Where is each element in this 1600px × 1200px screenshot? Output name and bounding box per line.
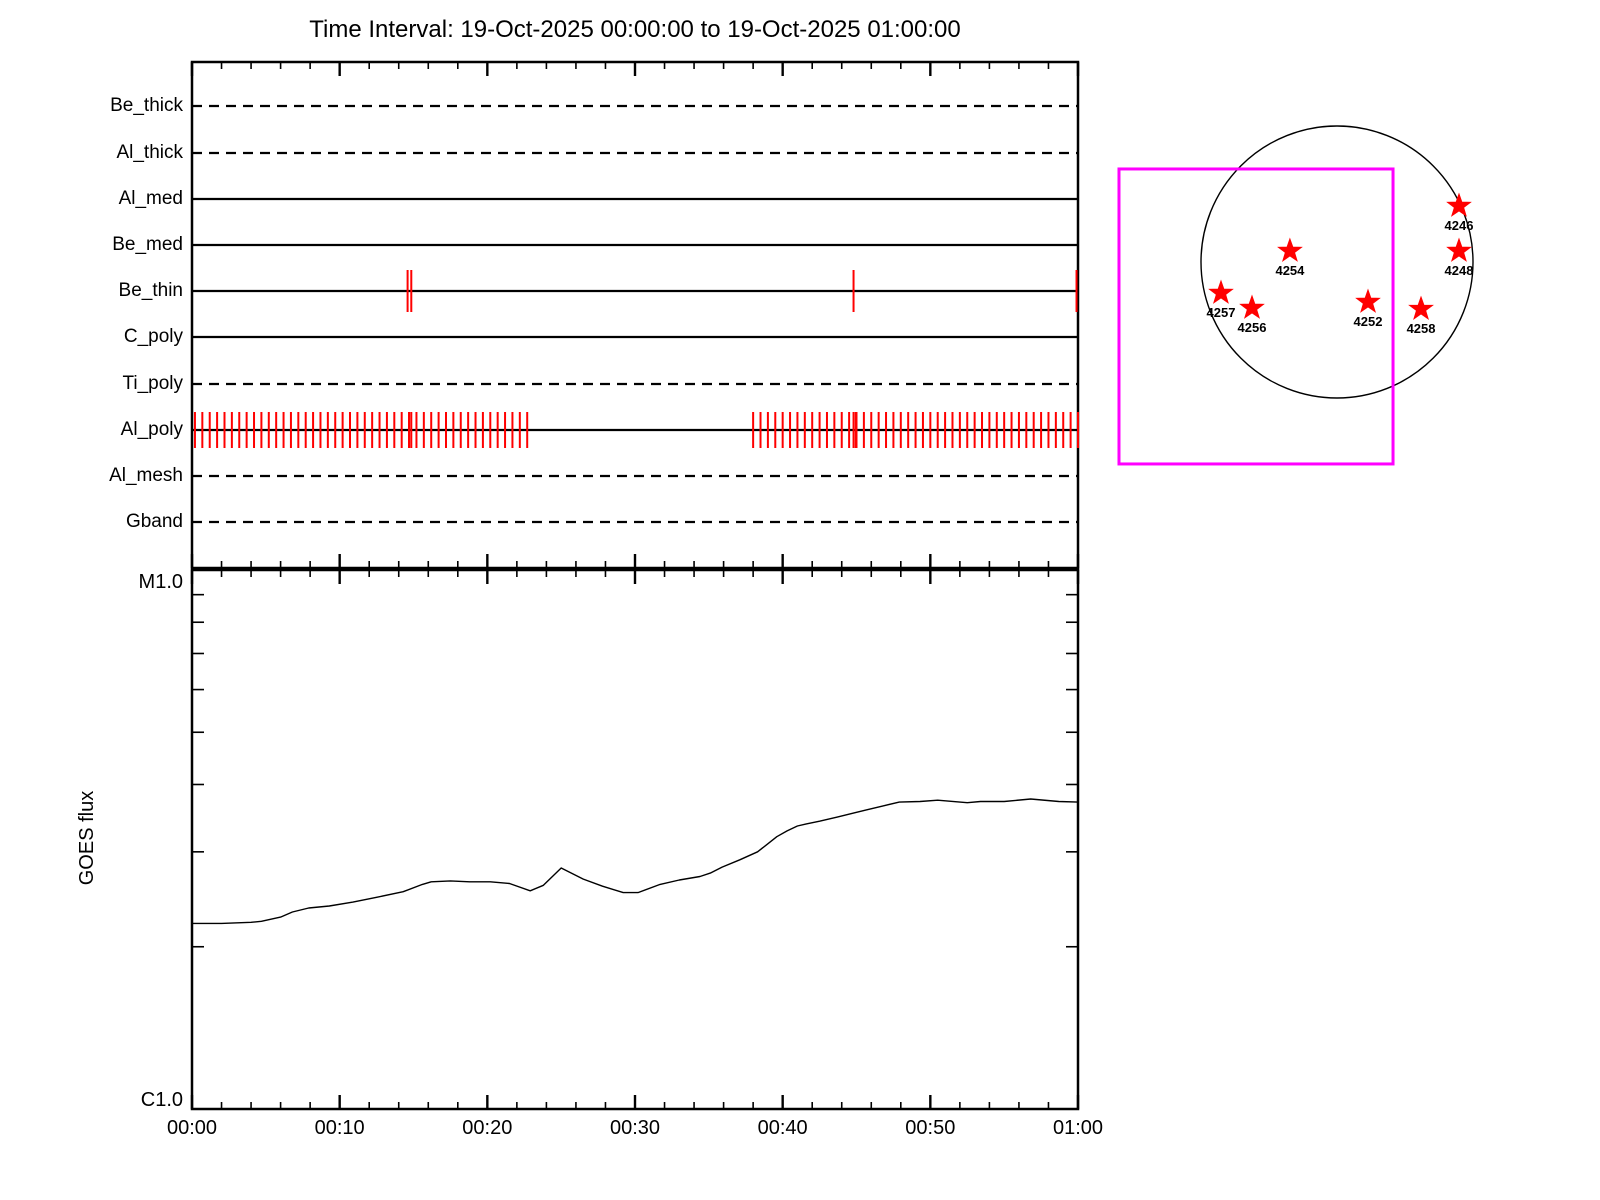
filter-row-label-Al_thick: Al_thick [116, 142, 183, 163]
filter-row-label-Be_thick: Be_thick [110, 95, 183, 116]
active-region-star-4246 [1446, 192, 1472, 217]
active-region-label-4254: 4254 [1275, 263, 1305, 278]
active-region-label-4252: 4252 [1354, 314, 1383, 329]
filter-row-label-Be_med: Be_med [112, 234, 183, 255]
filter-row-label-Al_mesh: Al_mesh [109, 465, 183, 486]
goes-y-bottom-label: C1.0 [140, 1089, 183, 1111]
time-axis-label-00:30: 00:30 [609, 1117, 661, 1139]
goes-flux-panel [190, 568, 1080, 1111]
active-region-star-4256 [1239, 294, 1265, 319]
filter-timeline-panel [190, 60, 1080, 570]
goes-flux-curve [192, 798, 1079, 925]
time-axis-label-00:50: 00:50 [905, 1117, 956, 1139]
active-region-label-4256: 4256 [1238, 320, 1267, 335]
filter-row-label-Al_med: Al_med [118, 188, 183, 209]
time-axis-label-00:00: 00:00 [166, 1117, 218, 1139]
active-region-label-4258: 4258 [1407, 321, 1436, 336]
goes-y-top-label: M1.0 [138, 571, 183, 593]
active-region-label-4257: 4257 [1207, 305, 1236, 320]
active-region-label-4248: 4248 [1445, 263, 1474, 278]
solar-disk-limb [1200, 125, 1474, 399]
active-region-label-4246: 4246 [1445, 218, 1474, 233]
filter-row-label-Gband: Gband [125, 511, 183, 532]
filter-row-label-C_poly: C_poly [123, 326, 183, 347]
active-region-star-4258 [1408, 295, 1434, 321]
time-axis-label-01:00: 01:00 [1052, 1117, 1104, 1139]
active-region-star-4252 [1355, 288, 1381, 313]
filter-row-label-Al_poly: Al_poly [120, 419, 183, 440]
time-axis-label-00:40: 00:40 [757, 1117, 808, 1139]
time-axis-label-00:20: 00:20 [462, 1117, 513, 1139]
page-title: Time Interval: 19-Oct-2025 00:00:00 to 1… [309, 16, 961, 43]
filter-row-label-Ti_poly: Ti_poly [122, 373, 183, 394]
goes-axis-title: GOES flux [76, 790, 98, 886]
active-region-star-4248 [1446, 237, 1472, 262]
filter-row-label-Be_thin: Be_thin [118, 280, 183, 301]
active-region-star-4254 [1277, 237, 1303, 262]
time-axis-label-00:10: 00:10 [314, 1117, 365, 1139]
active-region-star-4257 [1208, 279, 1234, 304]
fov-box [1117, 167, 1395, 466]
